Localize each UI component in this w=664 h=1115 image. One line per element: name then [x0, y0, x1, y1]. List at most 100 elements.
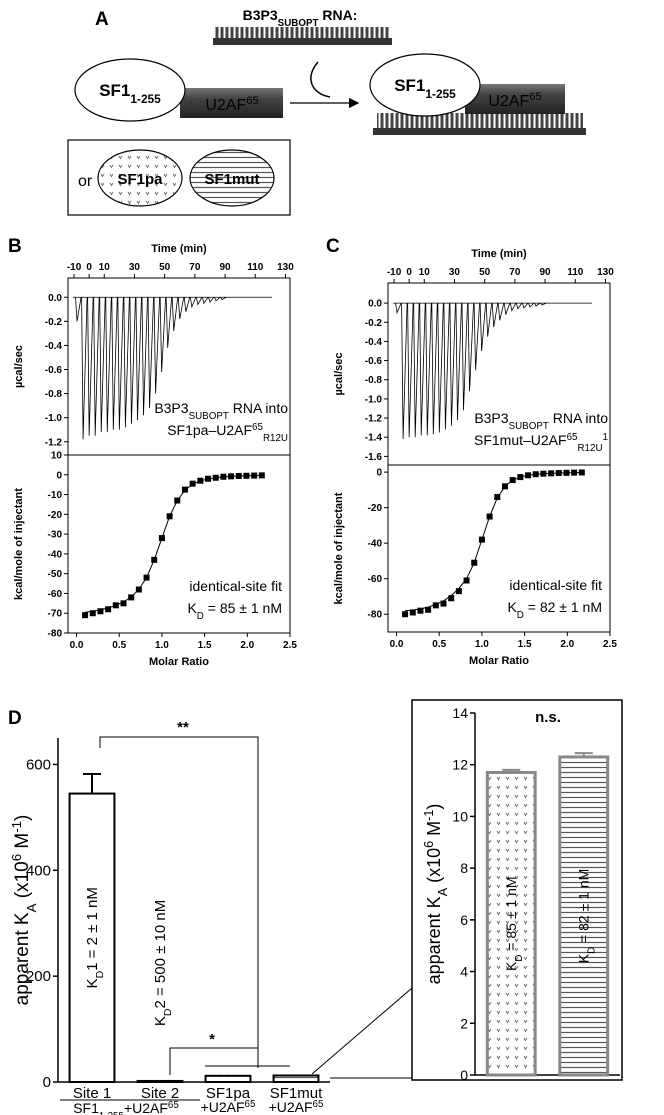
bar: [204, 1074, 252, 1083]
x-tick-label: 30: [129, 262, 141, 273]
group-label: SF11-255+U2AF65: [73, 1100, 179, 1115]
x-tick-label: 0: [86, 262, 92, 273]
y-tick-label: -40: [48, 549, 63, 560]
injection-peak: [461, 303, 468, 411]
y-tick-label: -60: [368, 574, 383, 585]
y-tick-label: -60: [48, 589, 63, 600]
data-point: [189, 480, 196, 487]
bar: [558, 755, 610, 1077]
annotation-part: = 85 ± 1 nM: [204, 600, 282, 616]
y-tick-label: -0.6: [365, 356, 383, 367]
bar-label: KD2 = 500 ± 10 nM: [152, 900, 174, 1026]
x-tick-sublabel-sup: 65: [245, 1099, 256, 1110]
y-tick-label: -70: [48, 609, 63, 620]
x-tick-label: 0.0: [70, 640, 84, 651]
annotation: identical-site fit: [189, 578, 282, 594]
data-point: [440, 600, 447, 607]
bar-label-sub: D: [94, 970, 106, 978]
annotation: KD = 82 ± 1 nM: [507, 599, 602, 621]
annotation-part: SF1pa–U2AF: [167, 422, 252, 438]
x-tick-label: 1.0: [155, 640, 169, 651]
rna-label-sub: SUBOPT: [278, 18, 319, 29]
injection-peak: [491, 303, 499, 328]
data-point: [463, 577, 470, 584]
y-tick-label: -1.2: [45, 437, 63, 448]
injection-peak: [431, 303, 438, 435]
x-tick-sublabel-sup: 65: [313, 1099, 324, 1110]
significance: **: [177, 719, 189, 736]
group-label-sub: 1-255: [99, 1111, 125, 1115]
u2af-label-sup: 65: [529, 91, 541, 103]
rna-label-part: B3P3: [243, 7, 278, 23]
annotation-sub: SUBOPT: [509, 421, 549, 432]
bar-label-part: 1 = 2 ± 1 nM: [84, 887, 101, 971]
annotation-sub: R12U: [577, 443, 602, 454]
x-tick-label: 2.0: [560, 639, 574, 650]
y-tick-label: -1.6: [365, 452, 383, 463]
sf1mut-ellipse: [189, 149, 275, 207]
annotation-sup: 1: [603, 432, 608, 443]
x-tick-label: 0.0: [390, 639, 404, 650]
x-tick-label: -10: [67, 262, 82, 273]
injection-peak: [455, 303, 462, 420]
x-tick-label: 30: [449, 267, 461, 278]
sf1-label-part: SF1: [99, 81, 130, 100]
sf1-label: SF11-255: [394, 76, 456, 101]
rna-teeth: [215, 27, 390, 39]
significance-brackets: [60, 736, 622, 1101]
injection-peak: [105, 297, 112, 433]
x-axis-label: Molar Ratio: [469, 655, 529, 667]
injection-peak: [473, 303, 480, 371]
x-axis-label: Time (min): [151, 243, 207, 255]
u2af-box: [465, 84, 565, 114]
x-tick-label: 110: [247, 262, 264, 273]
u2af-label: U2AF65: [488, 91, 541, 110]
injection-peak: [395, 302, 402, 315]
or-label: or: [78, 173, 93, 190]
sf1-label-part: SF1: [394, 76, 425, 95]
data-point: [82, 612, 89, 619]
y-tick-label: -40: [368, 539, 383, 550]
fit-line: [405, 471, 582, 612]
injection-peak: [407, 303, 414, 438]
bar-label-part: = 82 ± 1 nM: [576, 869, 592, 947]
bracket: [99, 736, 259, 1068]
injection-peak: [485, 303, 493, 337]
injection-peak: [419, 303, 426, 436]
injection-peak: [99, 297, 106, 433]
injection-peak: [522, 302, 529, 309]
y-tick-label: 4: [460, 964, 468, 980]
x-tick-label: 0: [406, 267, 412, 278]
annotation-sub: D: [197, 611, 204, 622]
sf1mut-label: SF1mut: [204, 171, 259, 188]
injection-peak: [515, 302, 523, 310]
x-tick-label: 70: [189, 262, 201, 273]
x-tick-label: 50: [479, 267, 491, 278]
injection-peak: [153, 297, 160, 394]
x-axis-label: Molar Ratio: [149, 656, 209, 668]
y-tick-label: 0: [376, 468, 382, 479]
data-point: [89, 610, 96, 617]
injection-peak: [443, 303, 450, 430]
y-tick-label: -30: [48, 530, 63, 541]
y-tick-label: -20: [48, 510, 63, 521]
x-tick-sublabel: +U2AF65: [269, 1099, 324, 1115]
injection-peak: [534, 302, 541, 307]
y-tick-label: -80: [368, 610, 383, 621]
bar-label: KD = 85 ± 1 nM: [503, 876, 525, 971]
y-axis-label-sup: 6: [422, 841, 436, 848]
y-axis-label-part: (x10: [12, 861, 33, 903]
panel-label: A: [95, 9, 109, 30]
y-axis-label-sub: A: [436, 887, 450, 896]
x-tick-label: 0.5: [432, 639, 446, 650]
y-axis-label: kcal/mole of injectant: [333, 492, 345, 604]
y-tick-label: 0: [460, 1067, 468, 1083]
annotation-part: SF1mut–U2AF: [474, 432, 567, 448]
y-tick-label: -50: [48, 569, 63, 580]
bar-label-part: K: [84, 978, 101, 988]
y-tick-label: -80: [48, 629, 63, 640]
y-axis-label-part: apparent K: [424, 896, 444, 984]
injection-peak: [189, 297, 197, 309]
injection-peak: [183, 297, 191, 312]
y-axis-label-sub: A: [24, 903, 39, 912]
